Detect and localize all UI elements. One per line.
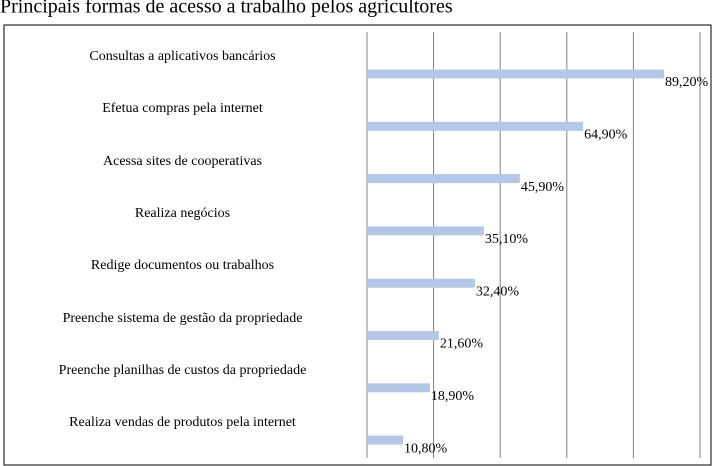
- category-label: Efetua compras pela internet: [102, 101, 263, 117]
- category-label: Consultas a aplicativos bancários: [89, 49, 276, 64]
- data-label: 32,40%: [476, 284, 519, 299]
- data-label: 35,10%: [485, 232, 529, 247]
- bar: [367, 435, 403, 445]
- bar: [367, 69, 665, 79]
- data-label: 10,80%: [404, 441, 448, 456]
- bar: [367, 174, 520, 184]
- data-label: 45,90%: [521, 180, 565, 195]
- data-label: 21,60%: [440, 337, 484, 352]
- category-label: Preenche planilhas de custos da propried…: [58, 362, 307, 378]
- data-label: 18,90%: [431, 389, 475, 404]
- category-label: Realiza vendas de produtos pela internet: [69, 415, 296, 431]
- category-label: Acessa sites de cooperativas: [103, 153, 262, 169]
- category-label: Redige documentos ou trabalhos: [90, 258, 275, 274]
- category-label: Preenche sistema de gestão da propriedad…: [62, 310, 303, 326]
- bar: [367, 121, 584, 131]
- data-label: 64,90%: [584, 128, 628, 143]
- bar: [367, 278, 475, 288]
- bar: [367, 226, 484, 236]
- chart-border: [3, 24, 712, 466]
- bar: [367, 383, 430, 393]
- bar: [367, 331, 439, 340]
- category-label: Realiza negócios: [134, 205, 231, 221]
- chart-title: Principais formas de acesso a trabalho p…: [0, 0, 453, 18]
- data-label: 89,20%: [665, 75, 709, 90]
